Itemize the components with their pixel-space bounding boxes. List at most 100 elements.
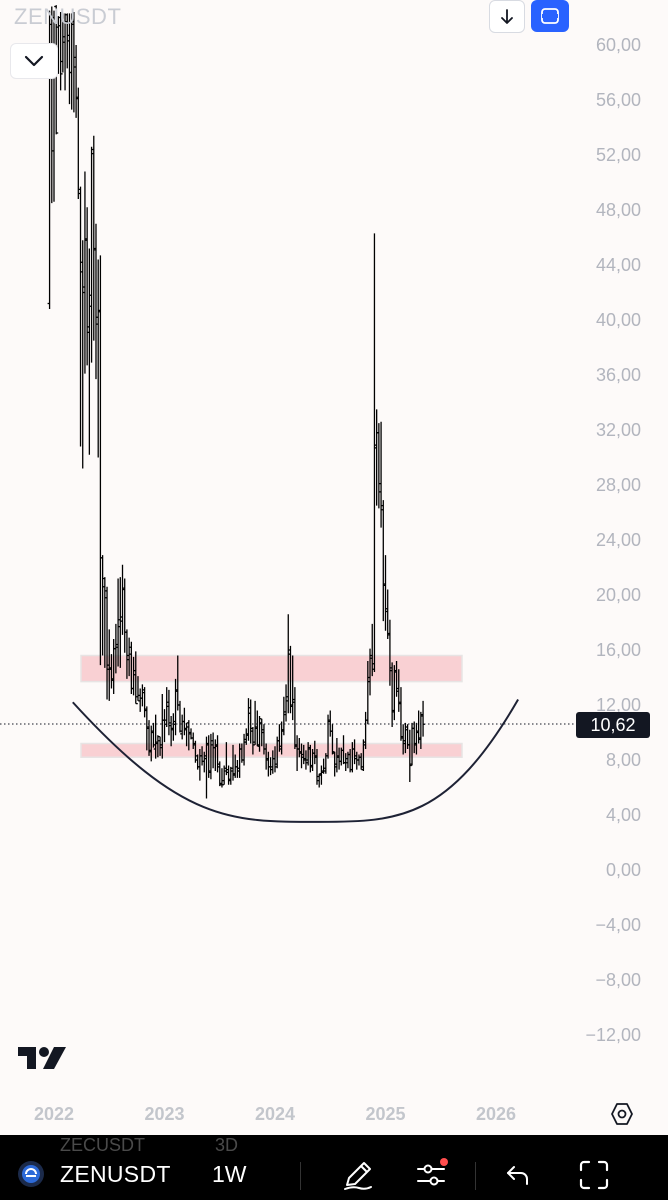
pencil-icon: [344, 1162, 372, 1190]
undo-icon: [507, 1166, 528, 1185]
y-tick-label: 28,00: [596, 475, 641, 495]
candle: [142, 687, 147, 718]
interval-button[interactable]: 1W: [212, 1161, 247, 1187]
zones-layer: [80, 654, 463, 758]
candle: [228, 766, 233, 785]
candle: [226, 765, 231, 785]
y-tick-label: −4,00: [595, 915, 641, 935]
y-tick-label: 36,00: [596, 365, 641, 385]
candle: [100, 555, 105, 656]
candle: [52, 10, 56, 202]
candle: [162, 709, 167, 743]
candle: [140, 684, 145, 707]
y-tick-label: 16,00: [596, 640, 641, 660]
symbol-icon[interactable]: [17, 1160, 45, 1188]
candle: [58, 12, 63, 91]
y-tick-label: −12,00: [585, 1025, 641, 1045]
scroll-to-latest-button[interactable]: [489, 0, 525, 33]
candle: [259, 718, 264, 747]
chart-settings-button[interactable]: [609, 1101, 635, 1127]
candle: [49, 6, 54, 204]
candle: [82, 171, 87, 374]
notification-dot: [440, 1158, 448, 1166]
candle: [74, 45, 79, 118]
candle: [281, 696, 286, 736]
candles-layer: [47, 5, 426, 799]
indicators-button[interactable]: [412, 1155, 452, 1195]
candle: [118, 577, 123, 668]
y-tick-label: 40,00: [596, 310, 641, 330]
candle: [120, 564, 125, 635]
y-tick-label: 20,00: [596, 585, 641, 605]
y-tick-label: 12,00: [596, 695, 641, 715]
candle: [102, 577, 107, 668]
drawing-tools-button[interactable]: [338, 1155, 378, 1195]
candle: [85, 207, 90, 366]
undo-button[interactable]: [498, 1155, 538, 1195]
candle: [235, 760, 240, 778]
tradingview-logo-icon[interactable]: [18, 1045, 68, 1076]
candle: [96, 259, 101, 458]
candle: [177, 700, 182, 733]
candle: [169, 716, 174, 747]
candle: [248, 699, 253, 744]
candle: [317, 773, 322, 788]
y-tick-label: 56,00: [596, 90, 641, 110]
x-tick-label: 2024: [255, 1104, 295, 1124]
candle: [182, 707, 187, 736]
y-tick-label: 44,00: [596, 255, 641, 275]
bottom-toolbar: ZECUSDT 3D ZENUSDT 1W: [0, 1135, 668, 1200]
candle: [166, 689, 171, 736]
y-tick-label: 0,00: [606, 860, 641, 880]
expand-icon: [579, 1160, 609, 1190]
candle: [138, 688, 143, 712]
price-chart[interactable]: 60,00 56,00 52,00 48,00 44,00 40,00 36,00 32,00…: [0, 0, 668, 1135]
previous-symbol-label: ZECUSDT: [60, 1135, 145, 1155]
candle: [87, 248, 92, 455]
x-tick-label: 2026: [476, 1104, 516, 1124]
support-zone: [80, 654, 463, 683]
settings-icon: [611, 1103, 633, 1125]
x-tick-label: 2022: [34, 1104, 74, 1124]
collapse-button[interactable]: [10, 43, 58, 79]
candle: [268, 757, 273, 776]
candle: [116, 578, 121, 667]
candle: [381, 500, 386, 622]
candle: [173, 678, 178, 736]
candle: [180, 714, 185, 740]
candle: [284, 684, 289, 722]
previous-interval-label: 3D: [215, 1135, 239, 1155]
toolbar-divider: [475, 1162, 476, 1190]
curve-layer: [72, 698, 519, 823]
chart-area[interactable]: 60,00 56,00 52,00 48,00 44,00 40,00 36,00 32,00…: [0, 0, 668, 1135]
candle: [80, 240, 85, 469]
candle: [379, 421, 384, 528]
fullscreen-icon: [541, 8, 559, 24]
fullscreen-button[interactable]: [531, 0, 569, 32]
y-axis[interactable]: 60,00 56,00 52,00 48,00 44,00 40,00 36,00 32,00…: [585, 35, 641, 1045]
support-zone: [80, 742, 463, 758]
expand-button[interactable]: [574, 1155, 614, 1195]
y-tick-label: −8,00: [595, 970, 641, 990]
candle: [255, 710, 260, 747]
candle: [105, 586, 110, 700]
candle: [421, 700, 426, 737]
toolbar-divider: [300, 1162, 301, 1190]
candle: [184, 722, 189, 747]
last-price-badge: 10,62: [576, 712, 650, 738]
y-tick-label: 8,00: [606, 750, 641, 770]
x-axis[interactable]: 2022 2023 2024 2025 2026: [34, 1104, 516, 1124]
candle: [383, 555, 388, 631]
candle: [98, 255, 103, 666]
candle: [76, 87, 81, 199]
candle: [91, 135, 96, 341]
y-tick-label: 48,00: [596, 200, 641, 220]
candle: [171, 713, 176, 741]
candle: [374, 409, 379, 506]
candle: [93, 223, 98, 380]
y-tick-label: 24,00: [596, 530, 641, 550]
candle: [398, 687, 403, 741]
symbol-button[interactable]: ZENUSDT: [60, 1161, 171, 1187]
candle: [292, 687, 297, 749]
y-tick-label: 32,00: [596, 420, 641, 440]
